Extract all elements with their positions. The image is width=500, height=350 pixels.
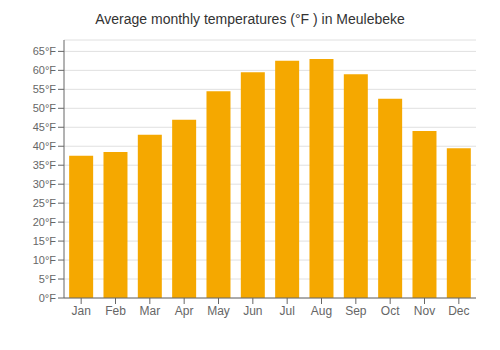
svg-text:10°F: 10°F: [33, 254, 57, 266]
svg-text:45°F: 45°F: [33, 121, 57, 133]
svg-text:0°F: 0°F: [39, 292, 57, 304]
svg-text:Feb: Feb: [105, 304, 126, 318]
svg-text:Oct: Oct: [381, 304, 400, 318]
svg-text:60°F: 60°F: [33, 64, 57, 76]
svg-text:Apr: Apr: [175, 304, 194, 318]
svg-text:30°F: 30°F: [33, 178, 57, 190]
svg-text:20°F: 20°F: [33, 216, 57, 228]
svg-text:Dec: Dec: [448, 304, 469, 318]
svg-text:55°F: 55°F: [33, 83, 57, 95]
svg-text:Mar: Mar: [139, 304, 160, 318]
svg-text:50°F: 50°F: [33, 102, 57, 114]
html-text:Average monthly temperatures (: Average monthly temperatures (°F ) in Me…: [95, 11, 405, 27]
svg-text:May: May: [207, 304, 230, 318]
svg-text:Sep: Sep: [345, 304, 367, 318]
svg-text:Aug: Aug: [311, 304, 332, 318]
svg-text:40°F: 40°F: [33, 140, 57, 152]
svg-text:5°F: 5°F: [39, 273, 57, 285]
svg-text:Jan: Jan: [71, 304, 90, 318]
svg-text:25°F: 25°F: [33, 197, 57, 209]
svg-text:65°F: 65°F: [33, 45, 57, 57]
svg-text:Jul: Jul: [279, 304, 294, 318]
svg-text:35°F: 35°F: [33, 159, 57, 171]
svg-text:Nov: Nov: [414, 304, 435, 318]
svg-text:15°F: 15°F: [33, 235, 57, 247]
svg-text:Jun: Jun: [243, 304, 262, 318]
